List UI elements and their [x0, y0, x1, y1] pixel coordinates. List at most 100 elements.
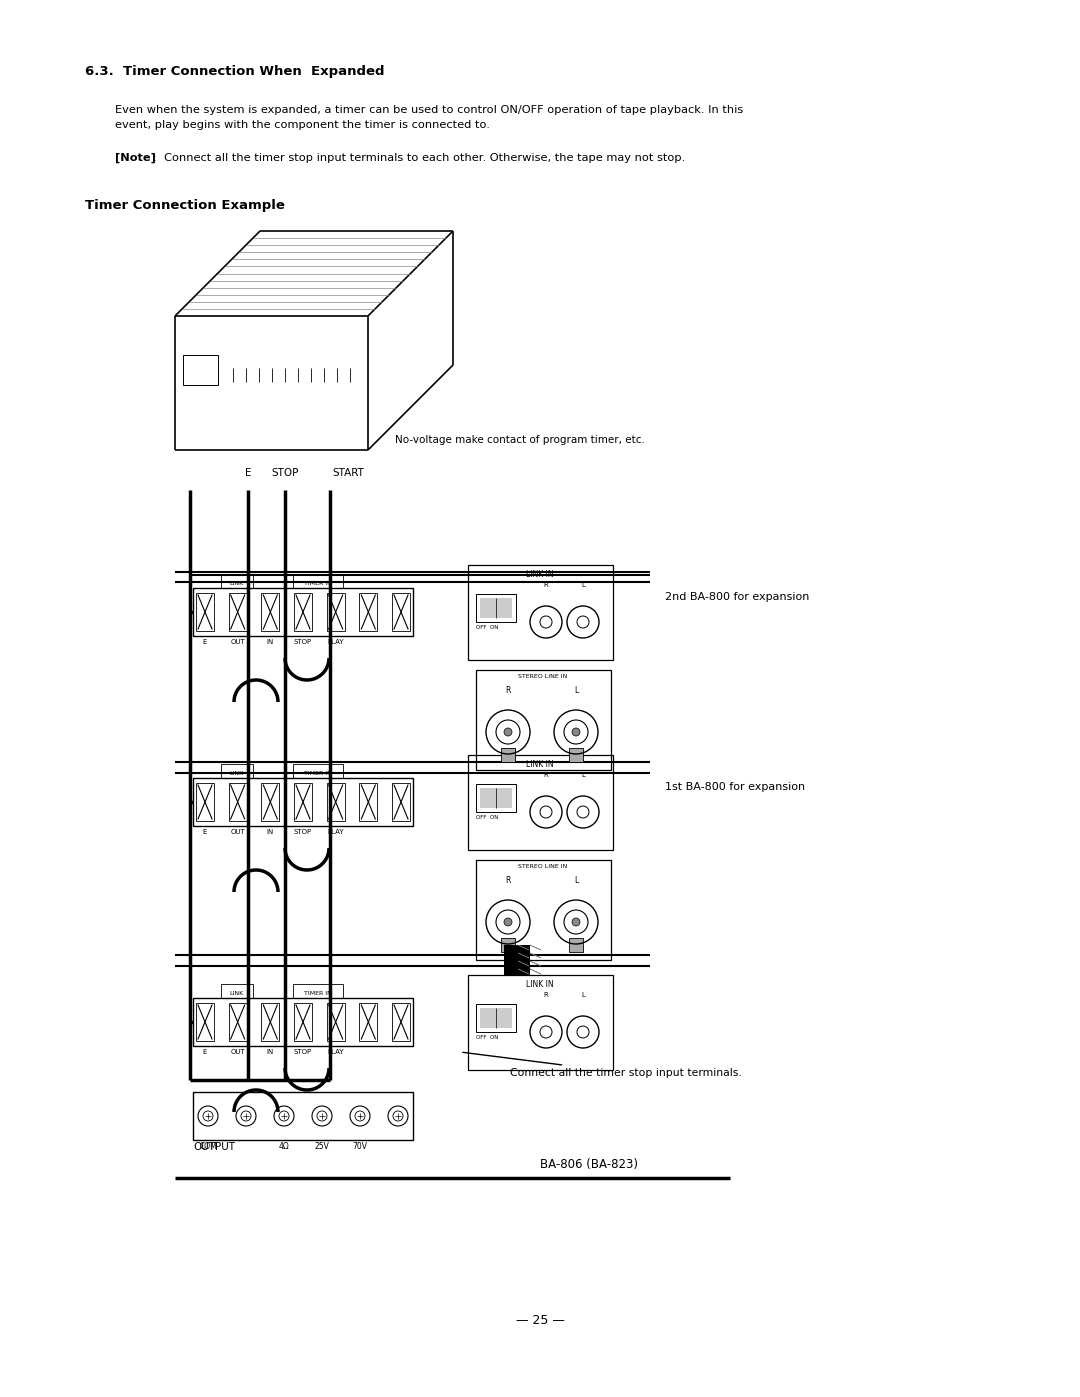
Text: STEREO LINE IN: STEREO LINE IN	[518, 863, 568, 869]
Text: Even when the system is expanded, a timer can be used to control ON/OFF operatio: Even when the system is expanded, a time…	[114, 105, 743, 115]
Bar	[476, 594, 516, 622]
Bar	[193, 778, 413, 826]
Text: PLAY: PLAY	[327, 638, 343, 645]
Bar	[229, 782, 246, 821]
Bar	[326, 782, 345, 821]
Text: OFF  ON: OFF ON	[476, 814, 498, 820]
Bar	[504, 944, 518, 975]
Bar	[476, 861, 611, 960]
Bar	[293, 983, 343, 997]
Text: TIMER IN: TIMER IN	[305, 581, 332, 585]
Bar	[193, 1092, 413, 1140]
Text: E: E	[203, 1049, 207, 1055]
Bar	[569, 747, 583, 761]
Bar	[480, 1009, 512, 1028]
Bar	[480, 788, 512, 807]
Bar	[476, 671, 611, 770]
Bar	[360, 782, 377, 821]
Bar	[294, 592, 312, 631]
Text: OFF  ON: OFF ON	[476, 1035, 498, 1039]
Bar	[293, 574, 343, 588]
Text: Timer Connection Example: Timer Connection Example	[85, 198, 285, 211]
Bar	[195, 782, 214, 821]
Bar	[476, 784, 516, 812]
Text: E: E	[245, 468, 252, 478]
Bar	[468, 754, 613, 849]
Text: Connect all the timer stop input terminals.: Connect all the timer stop input termina…	[462, 1052, 742, 1078]
Text: R: R	[543, 992, 549, 997]
Bar	[468, 975, 613, 1070]
Text: — 25 —: — 25 —	[515, 1313, 565, 1327]
Text: LINK: LINK	[230, 581, 244, 585]
Text: E: E	[203, 828, 207, 835]
Text: PLAY: PLAY	[327, 1049, 343, 1055]
Bar	[480, 598, 512, 617]
Bar	[468, 564, 613, 659]
Text: IN: IN	[267, 828, 274, 835]
Text: BA-806 (BA-823): BA-806 (BA-823)	[540, 1158, 638, 1171]
Bar	[392, 592, 410, 631]
Text: OUT: OUT	[230, 638, 245, 645]
Text: L: L	[581, 583, 585, 588]
Bar	[392, 1003, 410, 1041]
Text: STOP: STOP	[294, 1049, 312, 1055]
Text: R: R	[543, 773, 549, 778]
Text: LINK IN: LINK IN	[526, 570, 554, 578]
Text: STOP: STOP	[294, 828, 312, 835]
Bar	[229, 1003, 246, 1041]
Text: L: L	[573, 686, 578, 694]
Bar	[195, 592, 214, 631]
Text: L: L	[581, 773, 585, 778]
Text: 70V: 70V	[352, 1141, 367, 1151]
Text: 2nd BA-800 for expansion: 2nd BA-800 for expansion	[665, 592, 809, 602]
Text: PLAY: PLAY	[327, 828, 343, 835]
Text: OUT: OUT	[230, 828, 245, 835]
Text: R: R	[505, 686, 511, 694]
Text: 25V: 25V	[314, 1141, 329, 1151]
Bar	[261, 592, 280, 631]
Circle shape	[572, 728, 580, 736]
Text: L: L	[581, 992, 585, 997]
Text: [Note]: [Note]	[114, 154, 156, 163]
Bar	[516, 944, 530, 975]
Text: L: L	[573, 876, 578, 886]
Bar	[229, 592, 246, 631]
Bar	[294, 782, 312, 821]
Text: IN: IN	[267, 638, 274, 645]
Text: STEREO LINE IN: STEREO LINE IN	[518, 673, 568, 679]
Bar	[261, 782, 280, 821]
Bar	[326, 1003, 345, 1041]
Bar	[360, 592, 377, 631]
Bar	[221, 574, 253, 588]
Text: TIMER IN: TIMER IN	[305, 990, 332, 996]
Text: OUTPUT: OUTPUT	[193, 1141, 235, 1153]
Bar	[516, 944, 530, 975]
Bar	[193, 997, 413, 1046]
Text: TIMER IN: TIMER IN	[305, 771, 332, 775]
Text: STOP: STOP	[294, 638, 312, 645]
Bar	[501, 937, 515, 951]
Bar	[504, 944, 518, 975]
Bar	[294, 1003, 312, 1041]
Bar	[193, 588, 413, 636]
Text: :  Connect all the timer stop input terminals to each other. Otherwise, the tape: : Connect all the timer stop input termi…	[153, 154, 685, 163]
Text: STOP: STOP	[271, 468, 299, 478]
Text: START: START	[332, 468, 364, 478]
Bar	[569, 937, 583, 951]
Bar	[476, 1004, 516, 1032]
Bar	[195, 1003, 214, 1041]
Text: 1st BA-800 for expansion: 1st BA-800 for expansion	[665, 782, 805, 792]
Circle shape	[572, 918, 580, 926]
Bar	[360, 1003, 377, 1041]
Circle shape	[504, 728, 512, 736]
Text: R: R	[505, 876, 511, 886]
Text: IN: IN	[267, 1049, 274, 1055]
Bar	[392, 782, 410, 821]
Text: LINK IN: LINK IN	[526, 760, 554, 768]
Text: No-voltage make contact of program timer, etc.: No-voltage make contact of program timer…	[395, 434, 645, 446]
Text: 6.3.  Timer Connection When  Expanded: 6.3. Timer Connection When Expanded	[85, 66, 384, 78]
Text: R: R	[543, 583, 549, 588]
Bar	[261, 1003, 280, 1041]
Bar	[326, 592, 345, 631]
Bar	[293, 764, 343, 778]
